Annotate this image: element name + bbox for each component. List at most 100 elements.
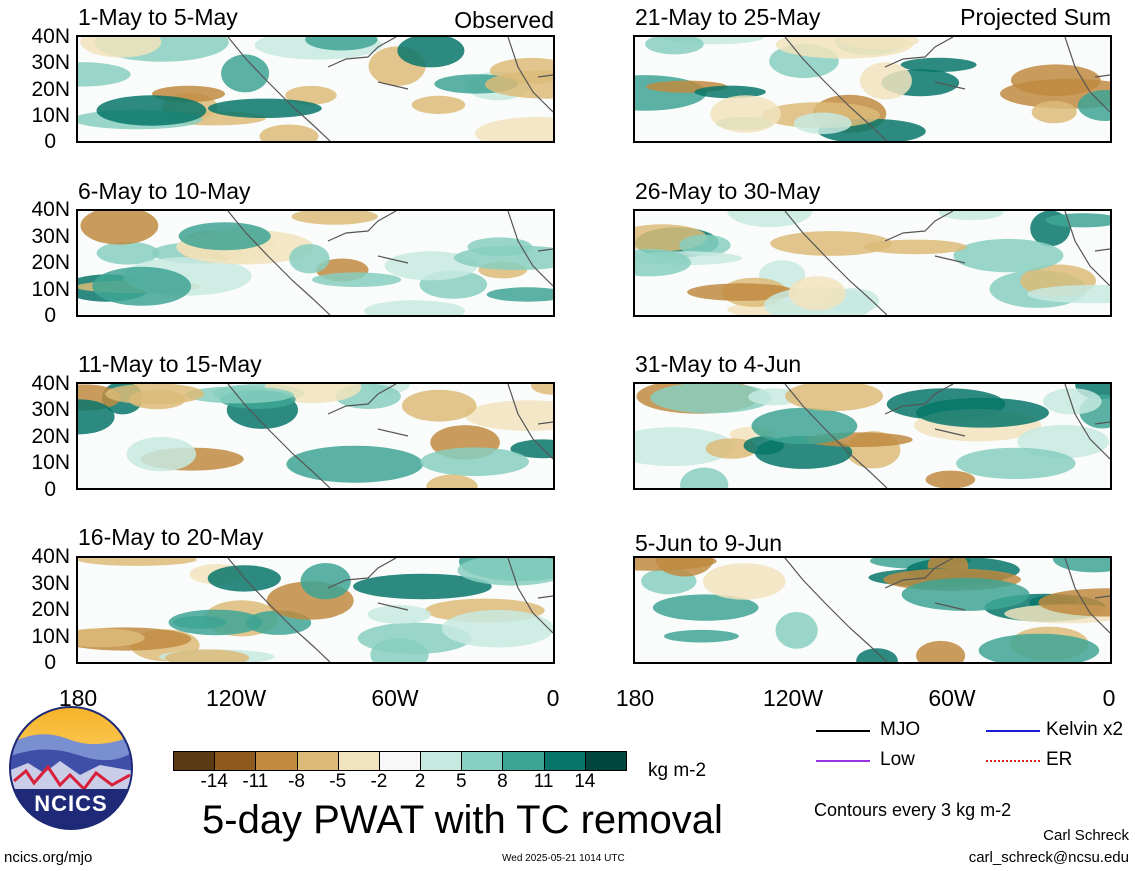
- colorbar-box: [296, 751, 339, 771]
- colorbar-box: [378, 751, 422, 771]
- field-anomaly-blob: [1052, 558, 1110, 573]
- field-anomaly-blob: [785, 384, 884, 411]
- colorbar-tick-labels: -14 -11 -8 -5 -2 2 5 8 11 14: [173, 771, 626, 795]
- field-anomaly-blob: [710, 95, 781, 133]
- field-anomaly-blob: [420, 447, 529, 476]
- contour-note: Contours every 3 kg m-2: [814, 800, 1012, 820]
- colorbar-box: [337, 751, 380, 771]
- field-anomaly-blob: [916, 640, 966, 662]
- observed-label: Observed: [454, 7, 554, 33]
- x-label-120w: 120W: [762, 685, 824, 711]
- field-anomaly-blob: [694, 85, 766, 99]
- field-anomaly-blob: [364, 300, 466, 315]
- coastline: [784, 558, 1110, 662]
- colorbar-box: [173, 751, 216, 771]
- map-panel-6: [633, 382, 1112, 490]
- field-anomaly-blob: [680, 467, 729, 488]
- field-anomaly-blob: [178, 222, 271, 251]
- field-anomaly-blob: [900, 57, 977, 72]
- panel-title-8: 5-Jun to 9-Jun: [635, 530, 783, 556]
- field-anomaly-blob: [105, 384, 205, 405]
- y-label-10n: 10N: [31, 278, 70, 301]
- field-anomaly-blob: [172, 616, 227, 629]
- ncics-logo: NCICS: [8, 705, 134, 831]
- y-label-20n: 20N: [31, 251, 70, 274]
- field-anomaly-blob: [353, 573, 492, 600]
- projected-sum-label: Projected Sum: [960, 4, 1111, 30]
- field-anomaly-blob: [80, 211, 159, 245]
- legend-er: ER: [1046, 749, 1073, 770]
- footer-url: ncics.org/mjo: [4, 849, 93, 866]
- legend-mjo: MJO: [880, 719, 921, 740]
- field-anomaly-blob: [650, 384, 772, 414]
- colorbar-box: [214, 751, 257, 771]
- legend-low: Low: [880, 749, 915, 770]
- field-anomaly-blob: [467, 237, 533, 257]
- field-anomaly-blob: [635, 249, 691, 277]
- y-label-10n: 10N: [31, 451, 70, 474]
- colorbar-tick-label: -14: [200, 771, 228, 792]
- field-anomaly-blob: [645, 37, 704, 55]
- y-label-20n: 20N: [31, 78, 70, 101]
- map-panel-4: [633, 209, 1112, 317]
- panel-title-6: 31-May to 4-Jun: [635, 351, 802, 377]
- field-anomaly-blob: [78, 558, 197, 566]
- field-anomaly-blob: [840, 37, 919, 50]
- x-label-180: 180: [58, 685, 98, 711]
- y-label-30n: 30N: [31, 398, 70, 421]
- field-anomaly-blob: [1043, 388, 1102, 415]
- field-anomaly-blob: [411, 95, 466, 114]
- field-anomaly-blob: [793, 112, 852, 135]
- field-anomaly-blob: [80, 37, 162, 58]
- panel-title-4: 26-May to 30-May: [635, 178, 821, 204]
- field-anomaly-blob: [78, 399, 115, 435]
- field-anomaly-blob: [185, 386, 294, 404]
- panel-title-5: 11-May to 15-May: [78, 351, 262, 377]
- coastline: [784, 384, 1110, 488]
- colorbar: [173, 751, 627, 771]
- colorbar-units: kg m-2: [648, 760, 707, 781]
- field-anomaly-blob: [291, 211, 378, 225]
- y-label-0: 0: [44, 478, 56, 501]
- colorbar-tick-label: -2: [370, 771, 388, 792]
- field-anomaly-blob: [901, 577, 1030, 611]
- coastline: [227, 37, 553, 141]
- y-label-40n: 40N: [31, 25, 70, 48]
- field-anomaly-blob: [78, 62, 131, 87]
- colorbar-tick-label: 11: [533, 771, 554, 792]
- low-line-swatch: [816, 760, 870, 762]
- field-anomaly-blob: [312, 272, 402, 287]
- field-anomaly-blob: [457, 558, 553, 586]
- colorbar-box: [543, 751, 586, 771]
- colorbar-box: [461, 751, 504, 771]
- map-panel-1: [76, 35, 555, 143]
- field-anomaly-blob: [956, 447, 1076, 480]
- field-anomaly-blob: [486, 287, 553, 302]
- y-label-10n: 10N: [31, 104, 70, 127]
- coastline: [227, 558, 553, 662]
- x-label-60w: 60W: [371, 685, 419, 711]
- field-anomaly-blob: [305, 37, 378, 51]
- er-line-swatch: [986, 760, 1040, 762]
- field-anomaly-blob: [96, 95, 207, 126]
- panel-title-7: 16-May to 20-May: [78, 524, 264, 550]
- field-anomaly-blob: [953, 238, 1064, 273]
- field-anomaly-blob: [863, 239, 967, 255]
- field-anomaly-blob: [751, 407, 858, 445]
- y-label-40n: 40N: [31, 545, 70, 568]
- field-anomaly-blob: [165, 649, 250, 662]
- panel-title-3: 6-May to 10-May: [78, 178, 251, 204]
- field-anomaly-blob: [925, 470, 976, 488]
- field-anomaly-blob: [652, 594, 759, 621]
- colorbar-box: [420, 751, 463, 771]
- field-anomaly-blob: [441, 609, 553, 648]
- map-panel-3: [76, 209, 555, 317]
- field-anomaly-blob: [289, 244, 330, 274]
- field-anomaly-blob: [221, 54, 270, 93]
- field-anomaly-blob: [1077, 90, 1110, 121]
- colorbar-tick-label: -8: [288, 771, 305, 792]
- field-anomaly-blob: [259, 124, 319, 141]
- field-anomaly-blob: [475, 116, 553, 141]
- panel-title-2: 21-May to 25-May: [635, 4, 821, 30]
- field-anomaly-blob: [743, 436, 784, 455]
